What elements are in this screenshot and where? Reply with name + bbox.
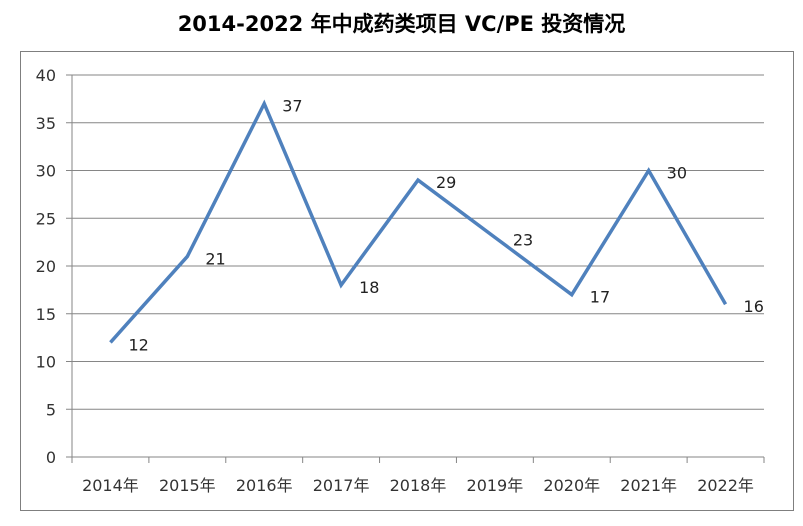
y-tick-label: 20	[36, 257, 56, 276]
x-tick-label: 2016年	[236, 476, 293, 495]
x-tick-label: 2019年	[467, 476, 524, 495]
data-label: 21	[205, 249, 225, 268]
y-tick-label: 15	[36, 305, 56, 324]
axis-layer: 0 5 10 15 20 25 30 35 40 2014年 2015年 2016年 2017年 2018…	[36, 66, 765, 495]
data-label: 18	[359, 278, 379, 297]
data-label: 30	[667, 164, 687, 183]
chart-title: 2014-2022 年中成药类项目 VC/PE 投资情况	[177, 12, 626, 36]
data-label: 37	[282, 97, 302, 116]
series-layer	[109, 99, 728, 344]
data-label: 23	[513, 230, 533, 249]
y-tick-label: 35	[36, 114, 56, 133]
y-tick-label: 40	[36, 66, 56, 85]
chart-frame	[20, 51, 794, 511]
grid-layer	[72, 74, 764, 458]
y-tick-label: 25	[36, 209, 56, 228]
x-tick-label: 2017年	[313, 476, 370, 495]
data-label: 29	[436, 173, 456, 192]
y-tick-label: 0	[46, 448, 56, 467]
data-label-layer: 12 21 37 18 29 23 17 30 16	[128, 97, 763, 355]
data-label: 16	[744, 297, 764, 316]
y-tick-label: 5	[46, 400, 56, 419]
y-tick-label: 30	[36, 162, 56, 181]
x-tick-label: 2020年	[543, 476, 600, 495]
data-label: 17	[590, 288, 610, 307]
y-tick-label: 10	[36, 353, 56, 372]
x-tick-label: 2021年	[620, 476, 677, 495]
x-tick-label: 2015年	[159, 476, 216, 495]
series-line	[109, 99, 728, 344]
data-label: 12	[128, 335, 148, 354]
x-tick-label: 2022年	[697, 476, 754, 495]
x-tick-label: 2018年	[390, 476, 447, 495]
x-tick-label: 2014年	[82, 476, 139, 495]
